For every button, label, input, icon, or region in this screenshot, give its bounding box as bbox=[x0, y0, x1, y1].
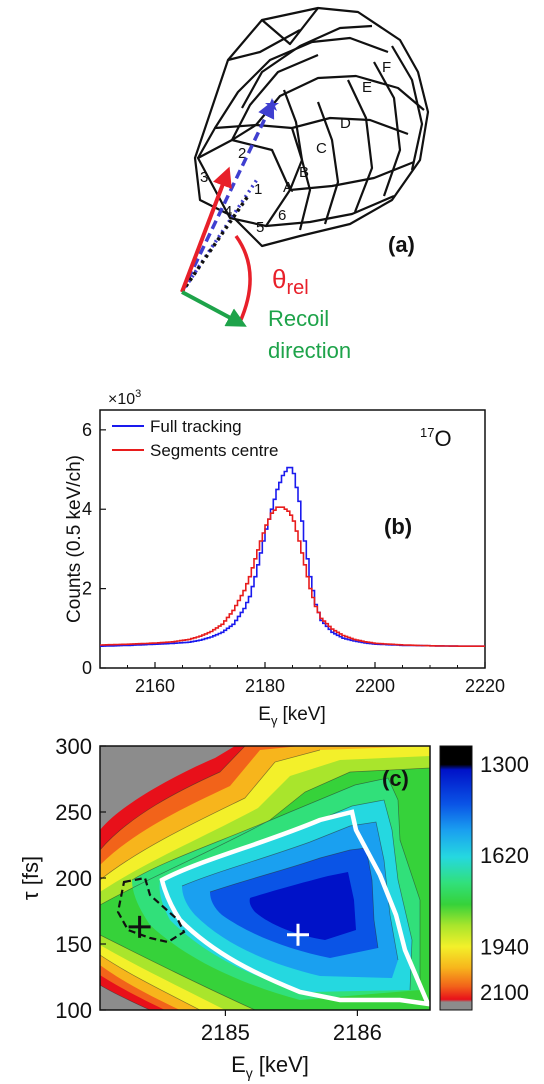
y-multiplier: ×103 bbox=[108, 388, 141, 408]
b-y-tick-label: 2 bbox=[82, 579, 92, 599]
legend-label-segments-centre: Segments centre bbox=[150, 441, 279, 460]
segment-label-1: 1 bbox=[254, 181, 262, 198]
b-x-tick-label: 2200 bbox=[355, 676, 395, 696]
b-x-tick-label: 2220 bbox=[465, 676, 505, 696]
b-y-tick-label: 0 bbox=[82, 658, 92, 678]
series-line-segments-centre bbox=[100, 506, 485, 647]
blue-star-icon bbox=[265, 98, 279, 111]
recoil-label-line2: direction bbox=[268, 338, 351, 363]
segment-label-5: 5 bbox=[256, 219, 264, 236]
c-y-tick-label: 150 bbox=[55, 932, 92, 957]
c-x-axis-label: Eγ [keV] bbox=[231, 1052, 309, 1081]
colorbar-tick-label: 1620 bbox=[480, 843, 529, 868]
ring-label-e: E bbox=[362, 79, 372, 96]
c-y-tick-label: 300 bbox=[55, 734, 92, 759]
green-arrow bbox=[181, 290, 247, 327]
blue-dashed-arrow bbox=[180, 100, 275, 293]
c-y-tick-label: 250 bbox=[55, 800, 92, 825]
recoil-label-line1: Recoil bbox=[268, 306, 329, 331]
x-axis-label: Eγ [keV] bbox=[258, 704, 326, 728]
segment-label-4: 4 bbox=[224, 203, 232, 220]
segment-label-2: 2 bbox=[238, 145, 246, 162]
ring-label-b: B bbox=[299, 164, 309, 181]
ring-label-f: F bbox=[382, 59, 391, 76]
panel-b-spectrum-chart: 0 2 4 6 2160 2180 2200 2220 ×103 Full tracking… bbox=[64, 388, 505, 728]
local-minimum-marker bbox=[128, 915, 151, 938]
colorbar-tick-label: 1940 bbox=[480, 934, 529, 959]
global-minimum-marker bbox=[287, 923, 309, 946]
legend: Full tracking Segments centre bbox=[112, 417, 279, 460]
c-y-axis-label: τ [fs] bbox=[18, 856, 43, 900]
contour-field bbox=[100, 746, 430, 1010]
red-arrow bbox=[180, 166, 232, 293]
colorbar-tick-label: 2100 bbox=[480, 980, 529, 1005]
ring-label-a: A bbox=[283, 179, 293, 196]
b-x-tick-label: 2180 bbox=[245, 676, 285, 696]
segment-label-6: 6 bbox=[278, 207, 286, 224]
plot-frame bbox=[99, 409, 486, 669]
theta-rel-arc bbox=[234, 234, 252, 323]
colorbar-tick-label: 1300 bbox=[480, 752, 529, 777]
c-y-tick-label: 100 bbox=[55, 998, 92, 1023]
isotope-annotation: 17O bbox=[420, 425, 452, 451]
theta-rel-label: θrel bbox=[272, 264, 309, 299]
b-y-tick-label: 4 bbox=[82, 499, 92, 519]
ring-letters: A B C D E F bbox=[283, 59, 391, 196]
detector-crystal-mesh bbox=[193, 6, 430, 248]
b-y-tick-label: 6 bbox=[82, 420, 92, 440]
c-x-tick-label: 2185 bbox=[201, 1020, 250, 1045]
ring-label-d: D bbox=[340, 115, 351, 132]
c-x-tick-label: 2186 bbox=[333, 1020, 382, 1045]
segment-label-3: 3 bbox=[200, 169, 208, 186]
panel-c-contour-map: 100 150 200 250 300 2185 2186 (c) τ [fs] Eγ [k… bbox=[18, 734, 529, 1081]
panel-a-detector-diagram: 1 2 3 4 5 6 A B C D E F θrel Recoil dire… bbox=[180, 6, 430, 363]
c-y-tick-label: 200 bbox=[55, 866, 92, 891]
colorbar bbox=[439, 745, 473, 1011]
y-axis-label: Counts (0.5 keV/ch) bbox=[64, 455, 85, 623]
b-x-tick-label: 2160 bbox=[135, 676, 175, 696]
segment-numbers: 1 2 3 4 5 6 bbox=[200, 145, 286, 236]
black-dotted-line bbox=[180, 195, 250, 293]
black-dashed-contour bbox=[116, 876, 186, 944]
panel-a-label: (a) bbox=[388, 232, 415, 257]
panel-b-label: (b) bbox=[384, 514, 412, 539]
panel-c-label: (c) bbox=[382, 766, 409, 791]
legend-label-full-tracking: Full tracking bbox=[150, 417, 242, 436]
ring-label-c: C bbox=[316, 140, 327, 157]
svg-text:θrel: θrel bbox=[272, 264, 309, 299]
white-confidence-contour bbox=[159, 809, 430, 1007]
